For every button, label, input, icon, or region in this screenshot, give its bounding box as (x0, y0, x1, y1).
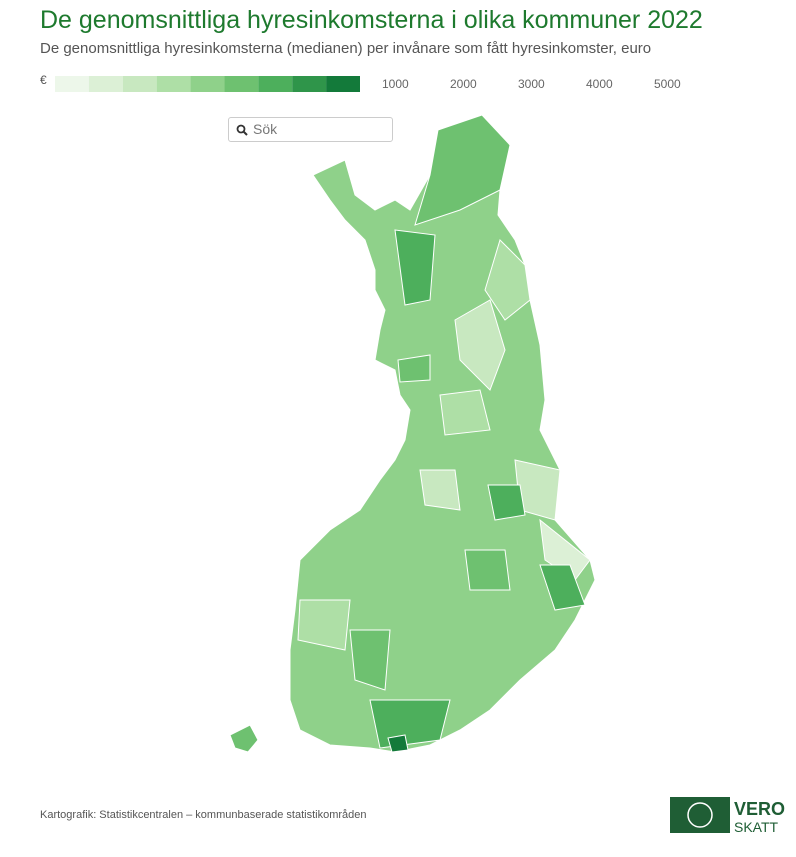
logo-bottom: SKATT (734, 819, 779, 835)
logo-emblem-ring (687, 802, 713, 828)
legend-swatch (55, 76, 89, 92)
country-outline (289, 114, 596, 753)
islands (229, 724, 259, 753)
region (487, 484, 526, 521)
region (297, 599, 351, 651)
legend-swatch (326, 76, 360, 92)
logo-top: VERO (734, 799, 785, 819)
legend-swatch (292, 76, 327, 92)
region (349, 629, 391, 691)
subtitle: De genomsnittliga hyresinkomsterna (medi… (40, 40, 652, 57)
region (464, 549, 511, 591)
legend-unit: € (40, 73, 47, 87)
region (394, 229, 436, 306)
legend-tick-label: 3000 (518, 77, 545, 91)
legend-swatch (224, 76, 259, 92)
legend-tick-label: 2000 (450, 77, 477, 91)
legend-tick-label: 5000 (654, 77, 681, 91)
search-box[interactable]: Sök (228, 117, 393, 142)
legend: € 1000 2000 3000 4000 5000 (40, 73, 681, 92)
region (539, 518, 591, 581)
region (387, 734, 409, 753)
region (369, 699, 451, 749)
legend-tick-label: 4000 (586, 77, 613, 91)
legend-swatch (258, 76, 293, 92)
credit: Kartografik: Statistikcentralen – kommun… (40, 809, 367, 821)
legend-swatch (156, 76, 191, 92)
region (484, 239, 531, 321)
region (539, 564, 586, 611)
search-placeholder: Sök (253, 121, 278, 137)
logo: VERO SKATT (670, 797, 785, 835)
region (514, 459, 561, 521)
title: De genomsnittliga hyresinkomsterna i oli… (40, 6, 703, 34)
region (397, 354, 431, 383)
legend-swatch (122, 76, 157, 92)
legend-swatch (190, 76, 225, 92)
legend-swatch (88, 76, 123, 92)
legend-tick-label: 1000 (382, 77, 409, 91)
region (454, 299, 506, 391)
region (439, 389, 491, 436)
search-icon (236, 124, 248, 136)
region (419, 469, 461, 511)
